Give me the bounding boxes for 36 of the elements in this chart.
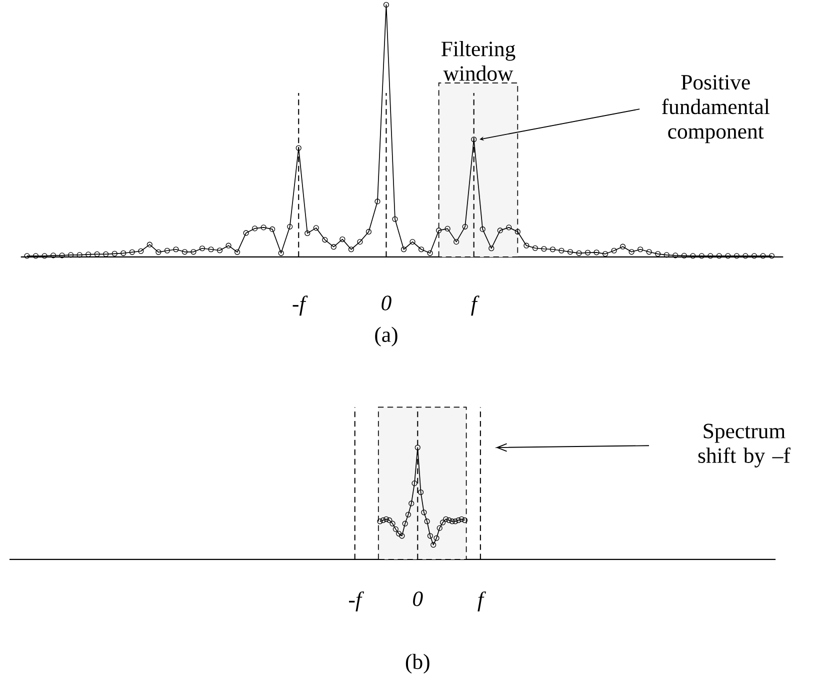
- point: [390, 520, 396, 526]
- x-tick-label: f: [478, 591, 486, 612]
- text: Spectrum shift by –f: [698, 424, 790, 468]
- point: [421, 509, 427, 516]
- point: [434, 535, 440, 541]
- point: [449, 518, 455, 524]
- point: [396, 530, 402, 536]
- point: [446, 517, 452, 523]
- x-tick-label: 0: [413, 591, 423, 606]
- point: [408, 500, 414, 506]
- text: (a): [375, 326, 398, 346]
- point: [399, 532, 405, 539]
- text: (b): [406, 654, 430, 674]
- x-tick-label: f: [471, 296, 480, 316]
- point: [452, 518, 458, 524]
- point: [392, 526, 398, 532]
- point: [386, 517, 392, 523]
- x-tick-label: 0: [382, 296, 392, 310]
- point: [424, 518, 430, 524]
- point: [430, 542, 436, 548]
- x-tick-label: -f: [292, 296, 308, 316]
- point: [436, 525, 442, 531]
- annotation: Positive fundamental component: [662, 74, 770, 144]
- point: [380, 517, 386, 523]
- point: [440, 520, 446, 526]
- point: [443, 516, 449, 522]
- point: [456, 517, 462, 523]
- annotation: Filtering window: [441, 40, 516, 81]
- point: [418, 489, 424, 495]
- point: [402, 520, 408, 526]
- x-tick-label: -f: [349, 591, 364, 612]
- point: [414, 444, 420, 450]
- point: [427, 532, 433, 539]
- point: [405, 512, 412, 518]
- point: [412, 480, 418, 486]
- point: [383, 516, 390, 522]
